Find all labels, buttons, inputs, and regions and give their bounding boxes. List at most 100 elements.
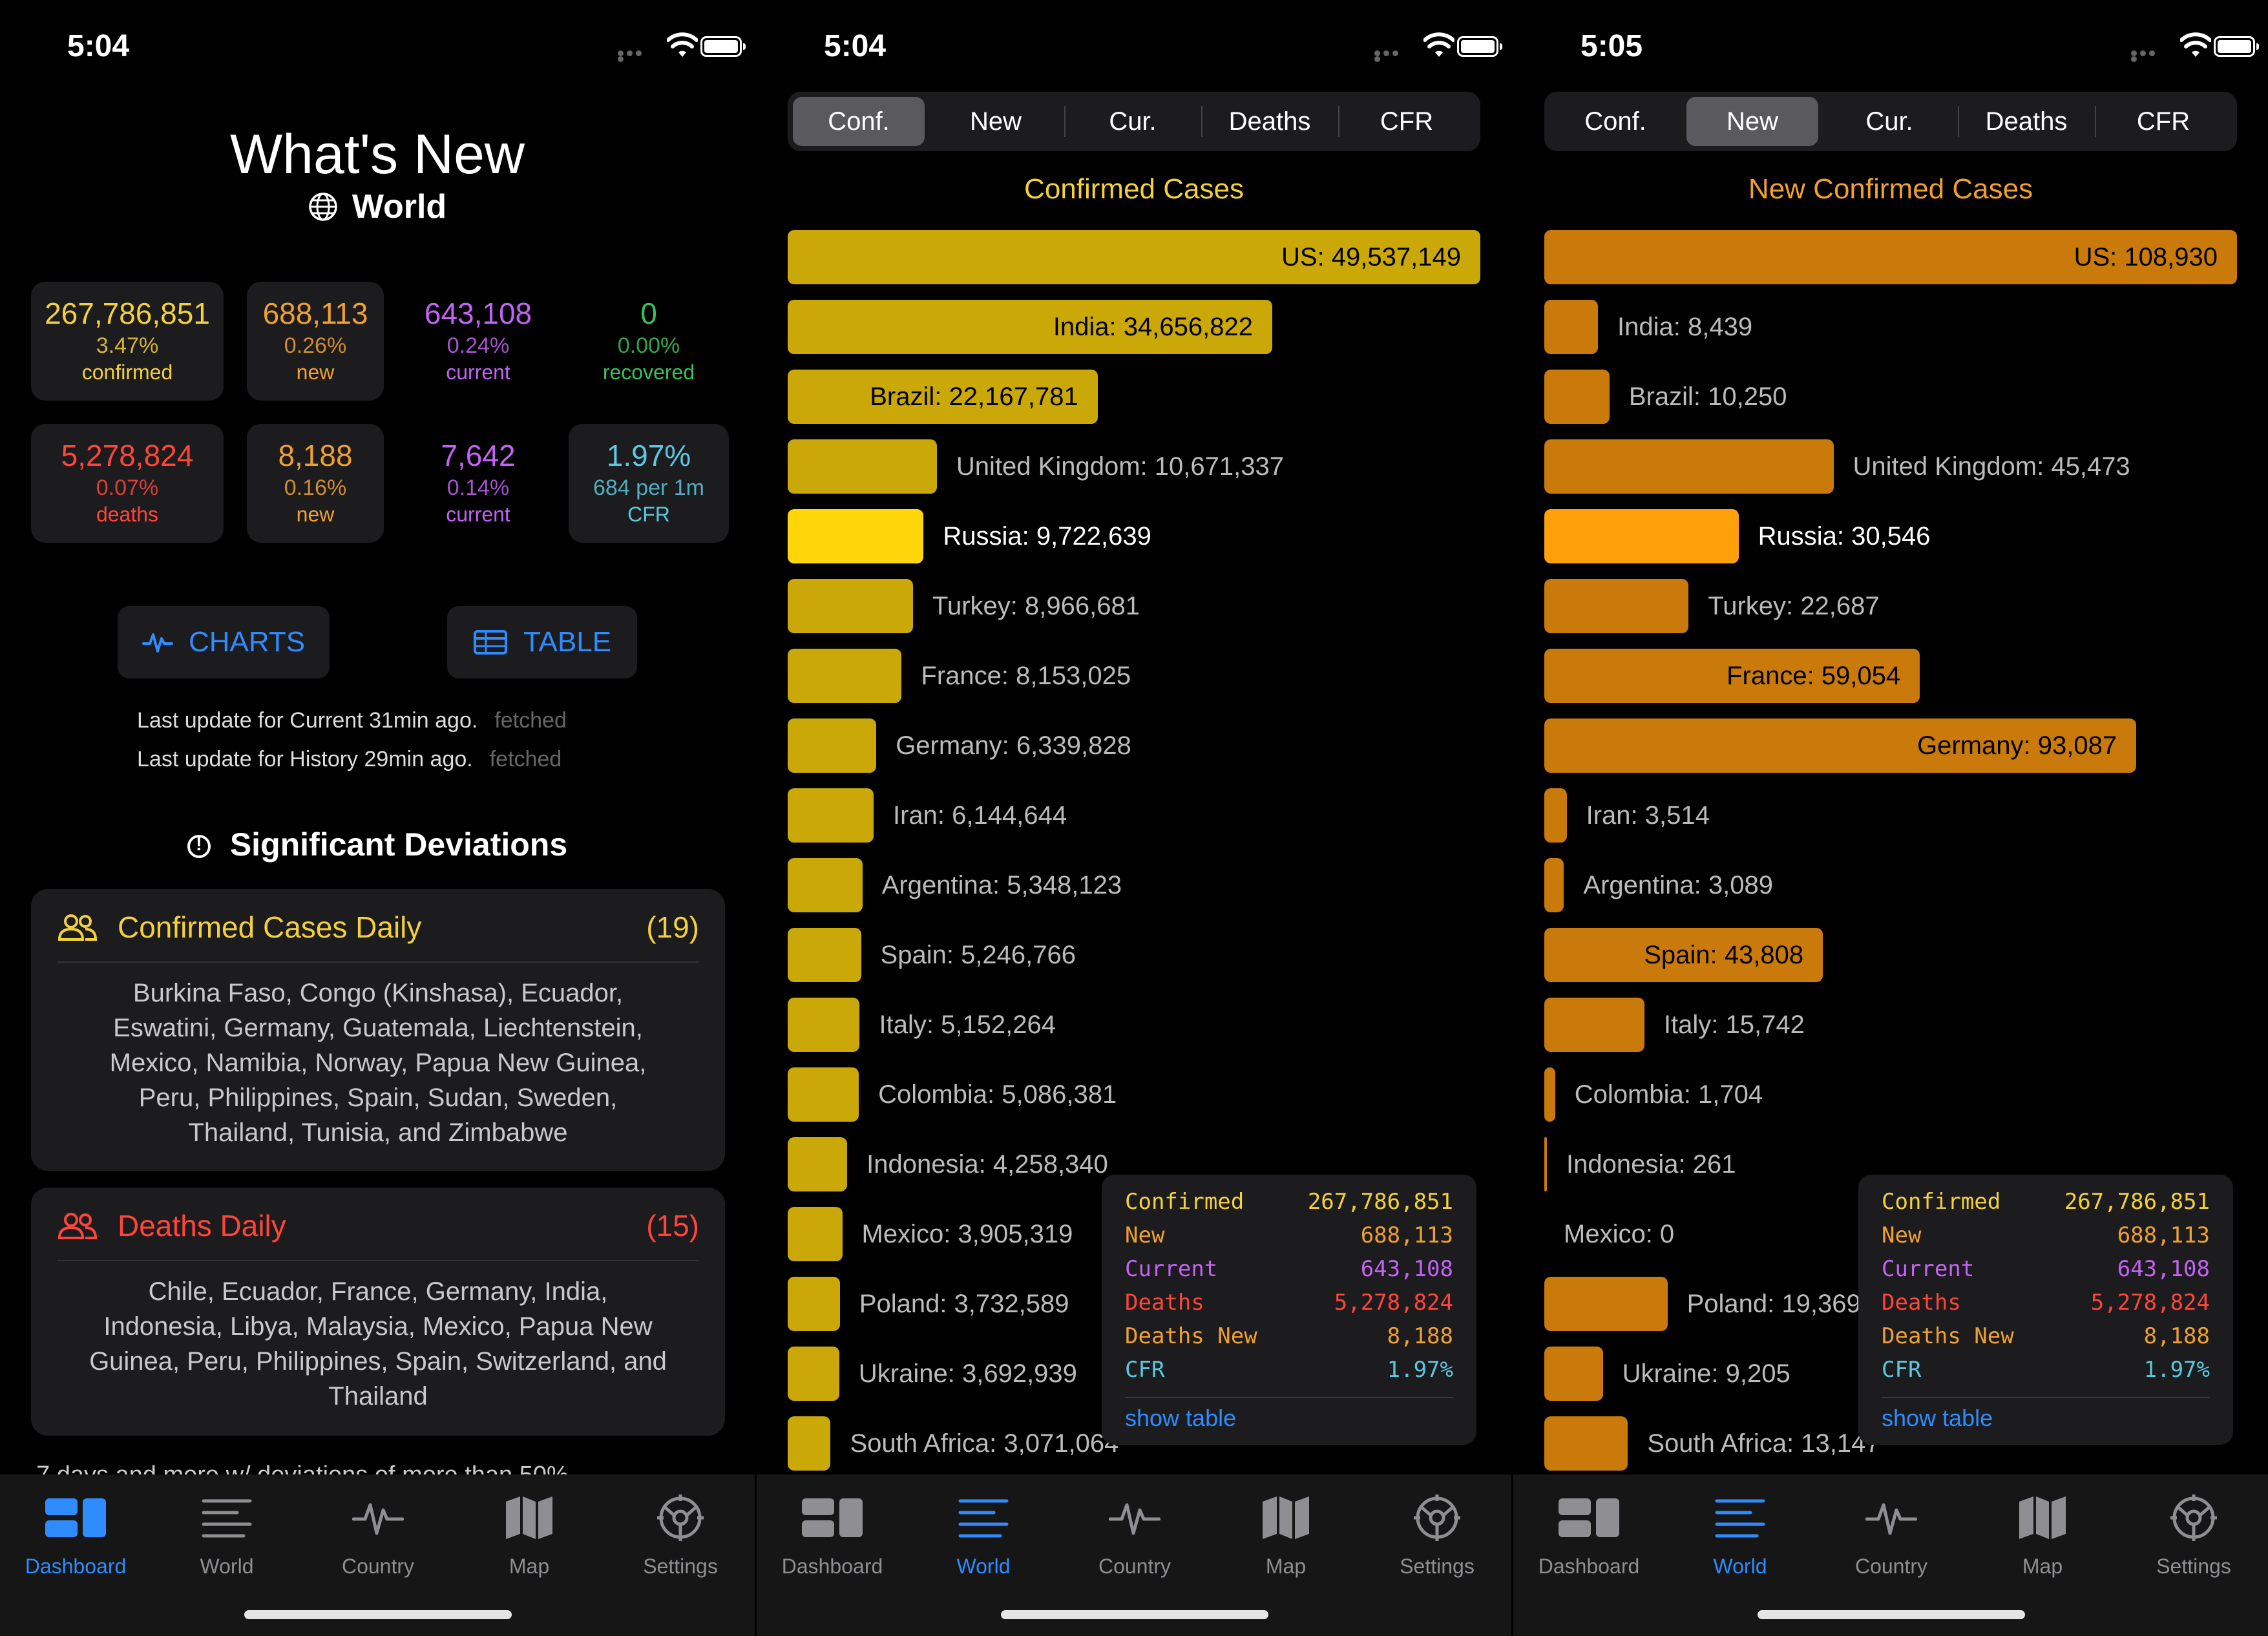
tab-label: Dashboard (781, 1555, 883, 1578)
bar-label: US: 49,537,149 (1281, 243, 1461, 271)
bar[interactable] (788, 858, 863, 912)
bar[interactable] (1544, 1277, 1668, 1331)
segment-cur[interactable]: Cur. (1865, 107, 1913, 136)
deviation-confirmed-card[interactable]: Confirmed Cases Daily (19) Burkina Faso,… (31, 889, 725, 1171)
tab-bar: Dashboard World Country Map Settings (1513, 1474, 2268, 1636)
stat-percent: 0.24% (446, 333, 510, 358)
summary-row: Deaths New 8,188 (1882, 1323, 2210, 1349)
dashboard-panel: 5:04 What's New World 267,786,851 3.47% co… (0, 0, 755, 1636)
stat-label: confirmed (81, 361, 173, 384)
charts-button[interactable]: CHARTS (118, 606, 330, 678)
bar[interactable] (788, 1207, 843, 1261)
segment-new[interactable]: New (1686, 97, 1818, 146)
summary-row: Deaths New 8,188 (1125, 1323, 1453, 1349)
bar[interactable] (1544, 649, 1920, 703)
bar[interactable] (788, 1347, 839, 1401)
bar[interactable] (788, 649, 902, 703)
tab-map[interactable]: Map (1210, 1489, 1361, 1578)
segment-deaths[interactable]: Deaths (1228, 107, 1311, 136)
stat-percent: 0.16% (284, 476, 347, 500)
bar[interactable] (788, 300, 1272, 354)
segment-cur[interactable]: Cur. (1109, 107, 1157, 136)
bar[interactable] (788, 1277, 840, 1331)
bar[interactable] (1544, 998, 1644, 1052)
bar[interactable] (788, 509, 924, 563)
tab-world[interactable]: World (151, 1489, 302, 1578)
bar[interactable] (788, 439, 937, 494)
stat-percent: 684 per 1m (593, 476, 704, 500)
summary-value: 1.97% (1387, 1357, 1453, 1383)
tab-settings[interactable]: Settings (2118, 1489, 2268, 1578)
segment-divider (1338, 106, 1339, 137)
segment-deaths[interactable]: Deaths (1985, 107, 2068, 136)
tab-dashboard[interactable]: Dashboard (1513, 1489, 1664, 1578)
bar[interactable] (1544, 858, 1564, 912)
tab-dashboard[interactable]: Dashboard (0, 1489, 151, 1578)
bar[interactable] (1544, 718, 2137, 773)
tab-country[interactable]: Country (1816, 1489, 1967, 1578)
show-table-link[interactable]: show table (1125, 1405, 1237, 1431)
segment-cfr[interactable]: CFR (1380, 107, 1434, 136)
signal-icon (1374, 50, 1409, 62)
stat-value: 7,642 (441, 439, 516, 472)
summary-value: 688,113 (2117, 1222, 2210, 1248)
tab-country[interactable]: Country (302, 1489, 454, 1578)
deviation-country-line: Mexico, Namibia, Norway, Papua New Guine… (109, 1049, 647, 1077)
dashboard-icon (1513, 1489, 1664, 1547)
stat-value: 5,278,824 (61, 439, 194, 472)
segment-conf[interactable]: Conf. (793, 97, 925, 146)
segment-cfr[interactable]: CFR (2136, 107, 2190, 136)
deviation-deaths-card[interactable]: Deaths Daily (15) Chile, Ecuador, France… (31, 1188, 725, 1436)
bar[interactable] (1544, 928, 1823, 982)
bar[interactable] (788, 1416, 831, 1471)
tab-settings[interactable]: Settings (1361, 1489, 1511, 1578)
status-time: 5:04 (824, 29, 887, 63)
people-icon (58, 914, 98, 941)
bar[interactable] (1544, 300, 1599, 354)
deviation-deaths-title: Deaths Daily (118, 1209, 286, 1243)
tab-bar: Dashboard World Country Map Settings (0, 1474, 755, 1636)
bar[interactable] (788, 788, 874, 843)
tab-settings[interactable]: Settings (605, 1489, 755, 1578)
stat-percent: 0.00% (617, 333, 680, 358)
bar[interactable] (1544, 370, 1610, 424)
tab-world[interactable]: World (908, 1489, 1059, 1578)
bar[interactable] (1544, 1067, 1555, 1122)
bar[interactable] (788, 718, 877, 773)
bar[interactable] (1544, 230, 2237, 284)
bar[interactable] (1544, 439, 1834, 494)
bar[interactable] (788, 1067, 859, 1122)
tab-map[interactable]: Map (454, 1489, 605, 1578)
bar[interactable] (1544, 1416, 1628, 1471)
table-button[interactable]: TABLE (447, 606, 637, 678)
bar[interactable] (788, 579, 914, 633)
segment-new[interactable]: New (969, 107, 1022, 136)
bar[interactable] (788, 1137, 848, 1191)
bar[interactable] (1544, 509, 1739, 563)
tab-dashboard[interactable]: Dashboard (757, 1489, 908, 1578)
tab-country[interactable]: Country (1059, 1489, 1210, 1578)
bar-label: Russia: 30,546 (1758, 522, 1931, 551)
bar-label: Turkey: 22,687 (1708, 592, 1880, 620)
summary-row: Confirmed 267,786,851 (1125, 1189, 1453, 1215)
bar-label: Poland: 3,732,589 (859, 1290, 1069, 1318)
tab-map[interactable]: Map (1967, 1489, 2118, 1578)
bar[interactable] (788, 998, 860, 1052)
gear-icon (1361, 1489, 1511, 1547)
list-icon (908, 1489, 1059, 1547)
bar[interactable] (788, 230, 1480, 284)
summary-label: Current (1125, 1256, 1218, 1282)
bar[interactable] (1544, 1137, 1547, 1191)
region-selector[interactable]: World (0, 187, 755, 226)
status-time: 5:04 (67, 29, 130, 63)
bar-chart: US: 49,537,149 India: 34,656,822 Brazil: 2… (788, 230, 1480, 1471)
bar[interactable] (788, 928, 861, 982)
show-table-link[interactable]: show table (1882, 1405, 1993, 1431)
world-new-panel: 5:05 Conf. New Cur. Deaths CFR New Confirmed… (1513, 0, 2268, 1636)
bar[interactable] (1544, 1347, 1603, 1401)
bar[interactable] (1544, 788, 1567, 843)
bar[interactable] (788, 370, 1098, 424)
segment-conf[interactable]: Conf. (1584, 107, 1646, 136)
tab-world[interactable]: World (1664, 1489, 1816, 1578)
bar[interactable] (1544, 579, 1689, 633)
